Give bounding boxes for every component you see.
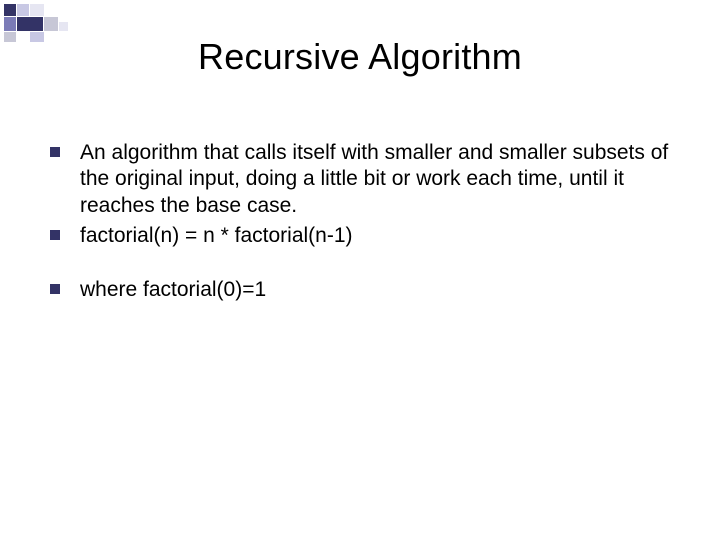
deco-square <box>59 22 68 31</box>
list-item-text: where factorial(0)=1 <box>80 277 680 303</box>
slide-body: An algorithm that calls itself with smal… <box>50 140 680 331</box>
slide-title: Recursive Algorithm <box>0 36 720 78</box>
square-bullet-icon <box>50 284 60 294</box>
deco-square <box>44 17 58 31</box>
list-item-text: An algorithm that calls itself with smal… <box>80 140 680 219</box>
slide: Recursive Algorithm An algorithm that ca… <box>0 0 720 540</box>
list-item: An algorithm that calls itself with smal… <box>50 140 680 219</box>
deco-square <box>17 17 43 31</box>
bullet-group: where factorial(0)=1 <box>50 277 680 303</box>
bullet-group: An algorithm that calls itself with smal… <box>50 140 680 249</box>
deco-square <box>30 4 44 16</box>
deco-square <box>17 4 29 16</box>
square-bullet-icon <box>50 147 60 157</box>
deco-square <box>4 17 16 31</box>
deco-square <box>4 4 16 16</box>
list-item: factorial(n) = n * factorial(n-1) <box>50 223 680 249</box>
list-item: where factorial(0)=1 <box>50 277 680 303</box>
square-bullet-icon <box>50 230 60 240</box>
list-item-text: factorial(n) = n * factorial(n-1) <box>80 223 680 249</box>
